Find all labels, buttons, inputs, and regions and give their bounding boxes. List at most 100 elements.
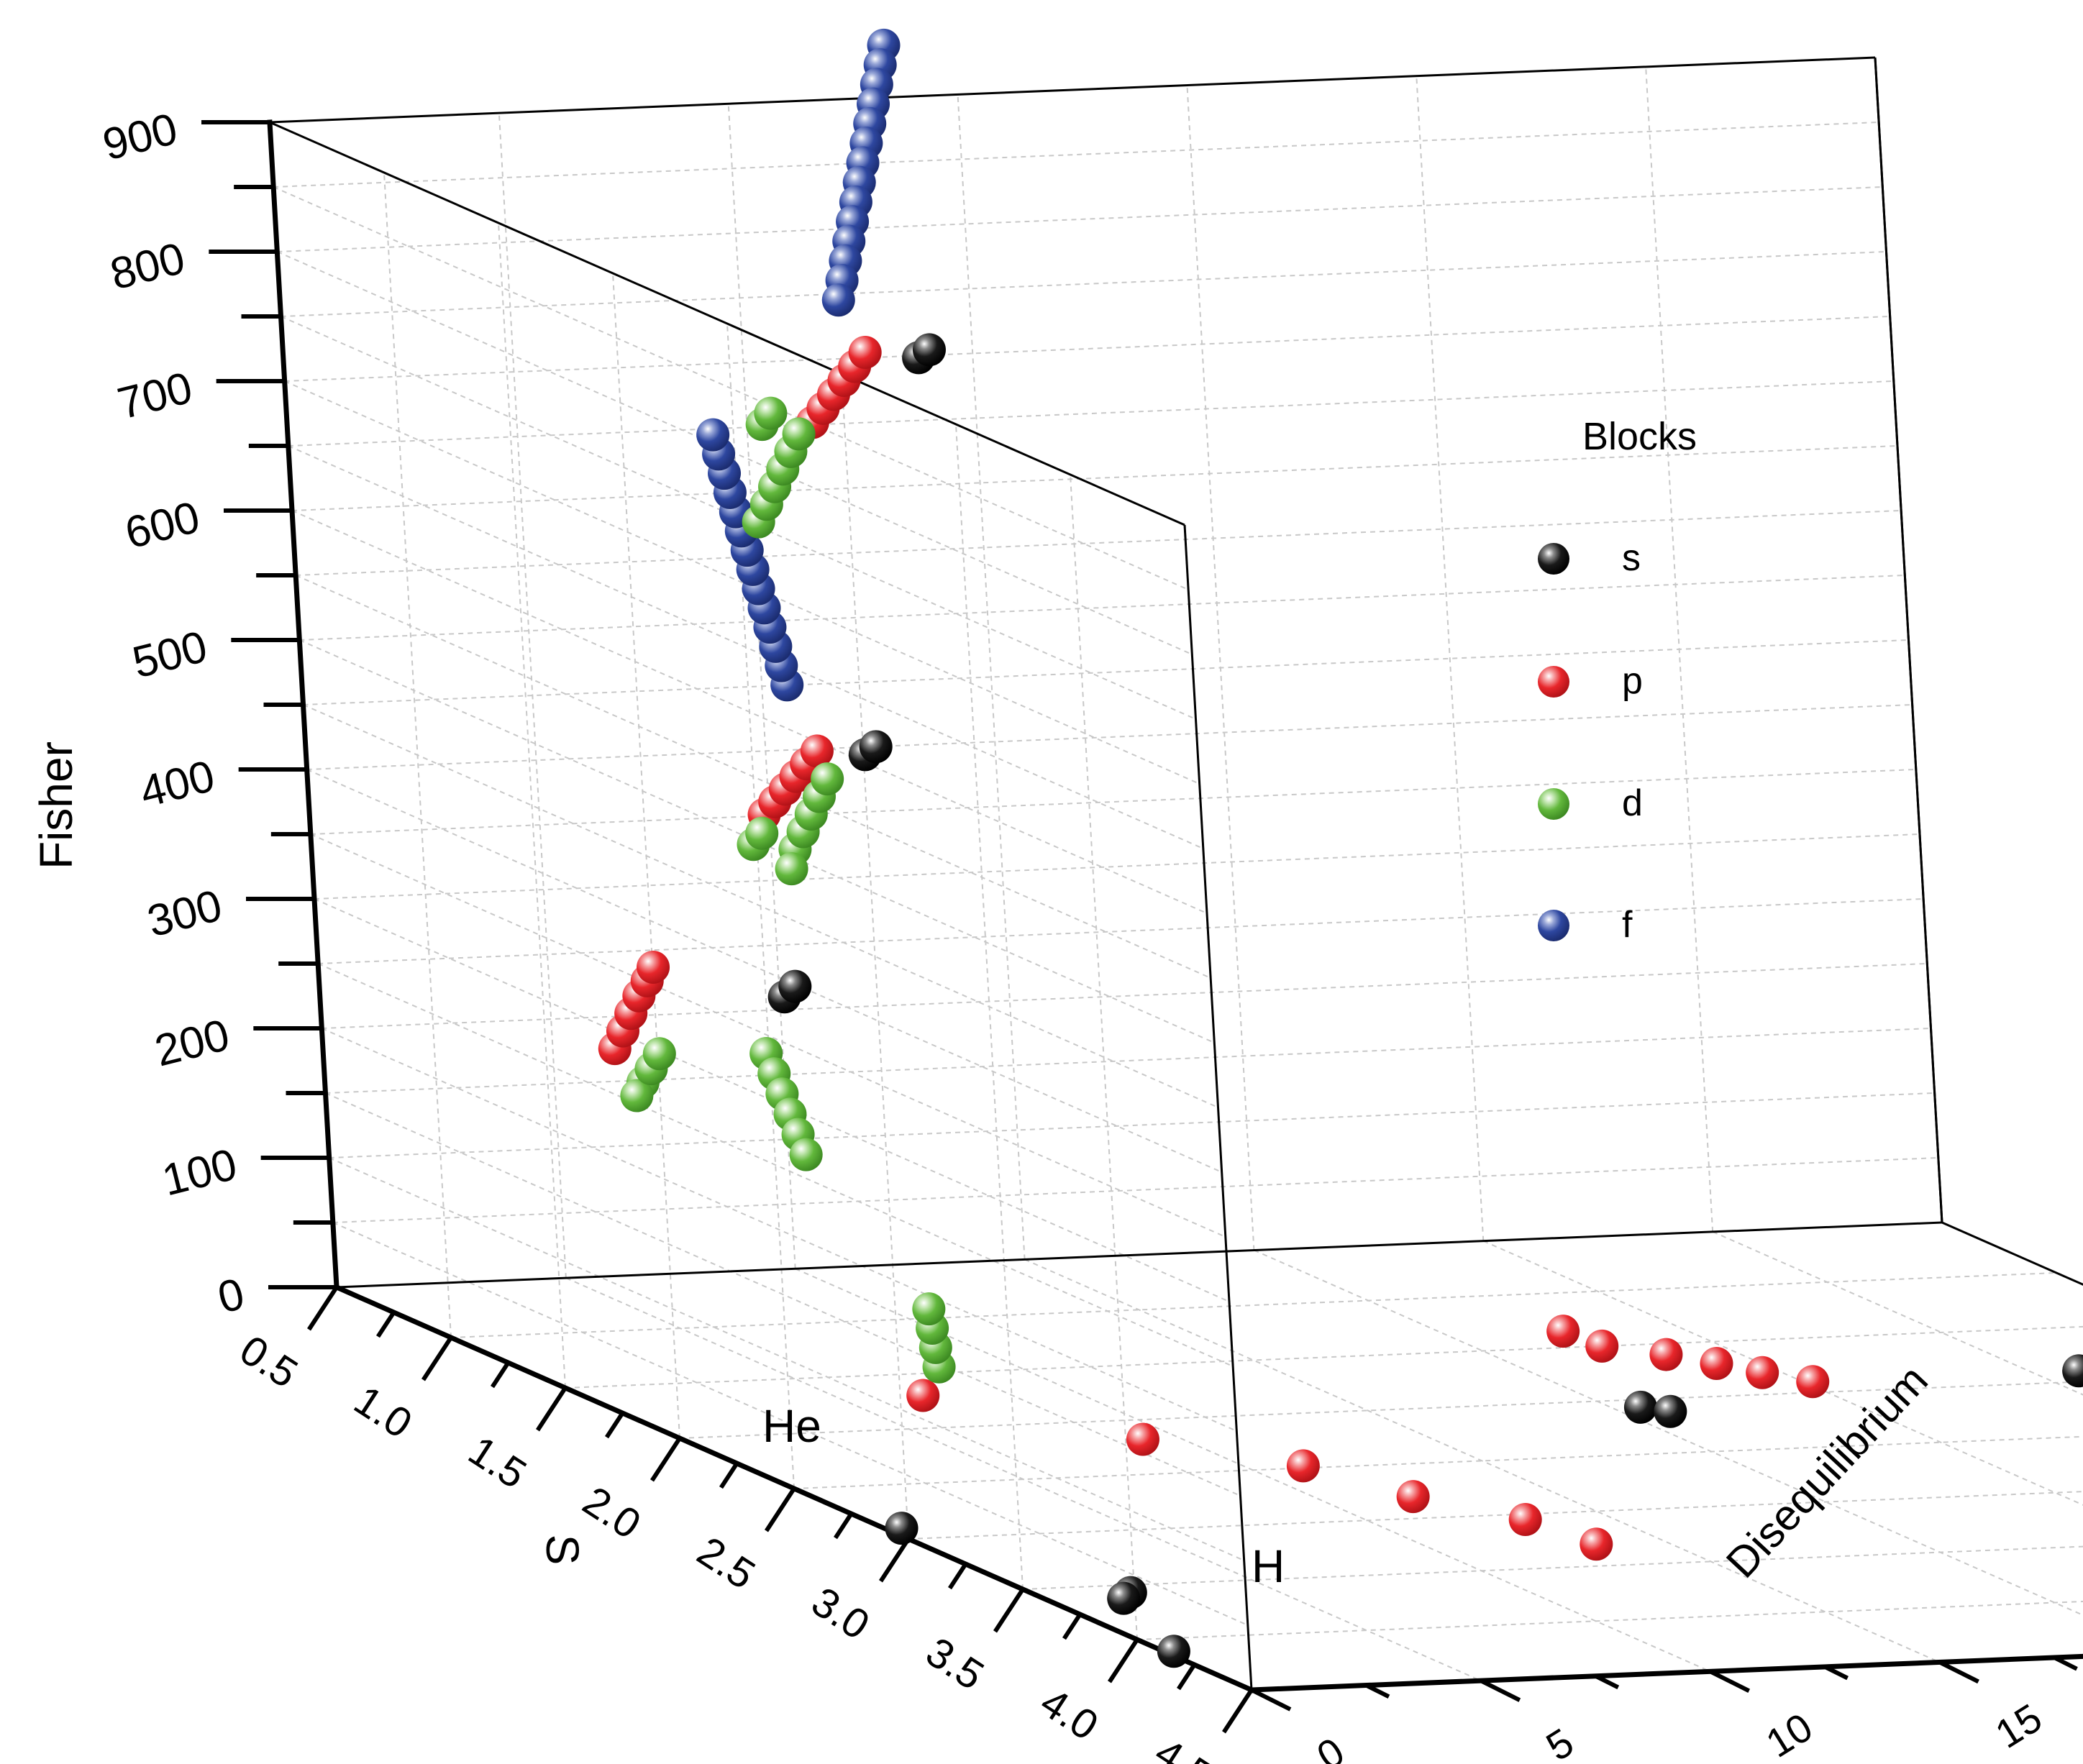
y-tick [1938,1660,1979,1684]
x-tick [764,1487,796,1532]
point-p [637,950,670,984]
z-tick-label: 500 [128,622,212,688]
x-tick [947,1563,968,1590]
z-tick-label: 100 [158,1140,242,1206]
legend-marker-f [1538,910,1569,941]
y-axis-line [1249,1653,2083,1693]
gridline-left-f [288,445,1204,849]
y-tick [1250,1688,1292,1712]
gridline-back-f [314,833,1920,900]
x-tick-label: 4.5 [1147,1729,1221,1764]
point-s [1157,1635,1190,1668]
y-tick-label: 15 [1987,1695,2049,1757]
legend-marker-s [1538,543,1569,575]
x-axis-label: S [537,1535,588,1566]
gridline-back-f [310,769,1916,835]
point-d [745,816,779,850]
point-d [642,1037,676,1071]
gridline-back-f [288,380,1894,447]
x-tick [604,1412,625,1439]
x-tick [490,1361,511,1389]
z-tick-label: 400 [135,751,219,818]
point-p [1126,1422,1159,1456]
point-p [1746,1356,1779,1389]
gridline-left-f [310,833,1226,1238]
frame-edge [269,56,1876,124]
point-d [912,1292,946,1326]
y-tick [1823,1665,1849,1681]
y-tick-label: 5 [1539,1719,1582,1764]
legend-entry-f: f [1538,904,1633,946]
z-tick-label: 700 [113,363,197,429]
y-tick [1709,1669,1751,1693]
x-tick [649,1437,682,1482]
x-tick [833,1512,854,1540]
point-s [1623,1390,1657,1424]
gridline-back-f [332,1157,1938,1223]
gridline-left-f [273,186,1189,590]
gridline-left-f [295,575,1211,979]
gridlines [269,57,2083,1691]
point-s [1654,1394,1687,1428]
frame-edge [1183,524,1253,1691]
legend-label-f: f [1622,904,1633,946]
point-s [1107,1581,1141,1615]
z-tick-label: 0 [213,1269,249,1323]
gridline-floor-d [1482,1240,2083,1506]
x-tick [993,1588,1025,1633]
x-tick [878,1537,911,1583]
y-tick [2053,1655,2078,1671]
z-tick-label: 900 [98,104,182,170]
x-tick [719,1462,739,1489]
gridline-left-f [325,1092,1241,1496]
point-s [912,333,946,367]
x-tick [1062,1613,1082,1640]
y-tick-label: 10 [1758,1704,1820,1764]
x-tick [1176,1663,1197,1691]
z-tick-label: 800 [106,234,190,300]
annotations: He H [762,1400,1285,1592]
z-tick-label: 300 [142,881,227,947]
gridline-back-f [291,445,1898,511]
point-p [1585,1329,1619,1363]
gridline-back-f [284,316,1890,382]
x-tick-label: 3.5 [918,1628,992,1699]
point-d [620,1079,654,1112]
gridline-left-s [1070,474,1138,1640]
point-p [1700,1347,1733,1381]
point-p [800,734,834,768]
y-tick [1365,1683,1390,1699]
x-tick-label: 2.5 [689,1527,763,1598]
gridline-floor-s [450,1272,2057,1338]
gridline-back-f [303,639,1909,705]
x-tick [535,1386,568,1432]
y-tick [1480,1678,1521,1702]
legend-label-s: s [1622,537,1641,579]
gridline-floor-d [795,1268,1711,1673]
gridline-floor-s [908,1491,2083,1540]
point-f [821,283,855,317]
gridline-back-f [329,1092,1935,1159]
data-points [598,28,2083,1668]
x-tick-label: 3.0 [803,1578,878,1648]
y-axis-label: Disequilibrium [1717,1356,1937,1586]
x-tick [1221,1688,1254,1734]
gridline-floor-d [565,1277,1482,1682]
gridline-floor-d [1712,1230,2083,1396]
frame-edge [336,1221,1943,1289]
point-p [848,336,882,370]
z-tick-label: 600 [120,493,204,559]
point-f [696,418,730,452]
point-p [906,1379,940,1412]
point-s [778,969,812,1003]
legend-entry-d: d [1538,782,1643,824]
legend-entry-s: s [1538,537,1641,579]
y-tick-label: 0 [1309,1728,1352,1764]
legend-label-d: d [1622,782,1643,824]
point-d [811,762,844,796]
point-d [789,1138,823,1171]
legend: Blocks s p d f [1538,415,1697,946]
gridline-left-f [329,1157,1245,1561]
gridline-back-f [318,898,1924,964]
